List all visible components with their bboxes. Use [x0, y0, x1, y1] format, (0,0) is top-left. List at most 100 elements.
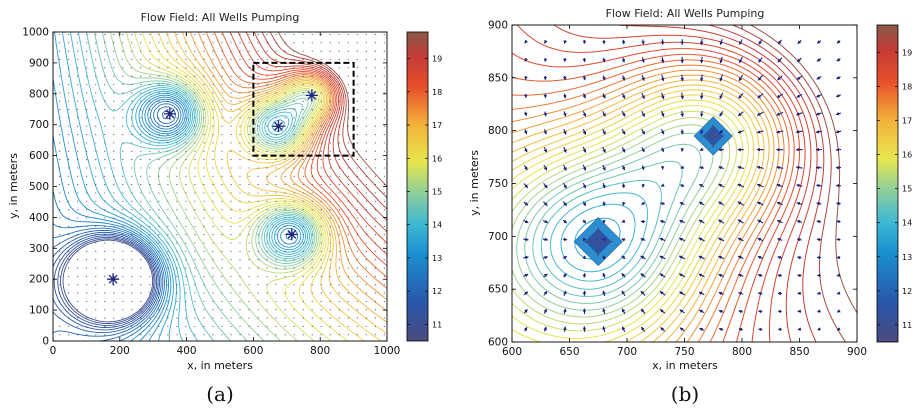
velocity-dot: [140, 134, 142, 136]
velocity-dot: [59, 200, 61, 202]
velocity-dot: [140, 83, 142, 86]
velocity-dot: [68, 109, 70, 111]
velocity-dot: [266, 200, 268, 202]
velocity-dot: [257, 225, 259, 227]
velocity-dot: [221, 83, 223, 86]
velocity-dot: [284, 83, 286, 86]
well-marker: [583, 227, 613, 257]
velocity-dot: [320, 67, 322, 69]
velocity-dot: [194, 217, 196, 219]
velocity-dot: [86, 292, 88, 294]
velocity-dot: [311, 325, 313, 328]
velocity-dot: [302, 234, 304, 236]
velocity-arrow: [756, 183, 764, 188]
velocity-dot: [167, 217, 169, 219]
velocity-dot: [59, 217, 61, 219]
velocity-dot: [212, 192, 214, 194]
velocity-dot: [329, 50, 331, 52]
velocity-dot: [221, 317, 223, 319]
velocity-dot: [212, 109, 214, 111]
velocity-dot: [347, 209, 349, 211]
well-marker: [305, 89, 318, 102]
velocity-dot: [176, 334, 178, 336]
velocity-dot: [149, 67, 151, 69]
colorbar-tick-label: 11: [432, 320, 442, 329]
velocity-dot: [203, 167, 205, 169]
velocity-dot: [203, 83, 205, 86]
velocity-dot: [185, 92, 187, 94]
velocity-dot: [221, 259, 223, 261]
velocity-dot: [104, 159, 106, 161]
velocity-dot: [131, 292, 133, 294]
velocity-dot: [338, 142, 340, 144]
velocity-arrow: [836, 39, 841, 44]
velocity-dot: [140, 42, 142, 44]
velocity-dot: [302, 300, 304, 302]
velocity-dot: [293, 33, 295, 36]
velocity-dot: [149, 325, 151, 328]
y-tick-label: 750: [488, 178, 508, 190]
velocity-dot: [302, 200, 304, 202]
velocity-dot: [158, 200, 160, 202]
velocity-dot: [230, 150, 232, 152]
velocity-dot: [212, 317, 214, 319]
velocity-dot: [86, 42, 88, 44]
velocity-dot: [239, 92, 241, 94]
velocity-dot: [113, 83, 115, 86]
velocity-arrow: [543, 182, 548, 189]
velocity-dot: [95, 134, 97, 136]
y-tick-label: 600: [488, 337, 508, 349]
velocity-dot: [248, 134, 250, 136]
contour-line: [532, 160, 683, 297]
velocity-dot: [176, 242, 178, 244]
velocity-arrow: [835, 111, 842, 116]
velocity-dot: [59, 325, 61, 328]
velocity-dot: [104, 259, 106, 261]
velocity-arrow: [582, 219, 587, 224]
velocity-dot: [131, 334, 133, 336]
velocity-dot: [239, 325, 241, 328]
velocity-dot: [149, 275, 151, 277]
velocity-dot: [194, 83, 196, 86]
velocity-dot: [185, 50, 187, 52]
velocity-dot: [167, 33, 169, 36]
velocity-dot: [284, 309, 286, 311]
velocity-dot: [338, 117, 340, 119]
velocity-dot: [131, 192, 133, 194]
velocity-dot: [194, 175, 196, 177]
velocity-dot: [176, 50, 178, 52]
velocity-dot: [248, 50, 250, 52]
velocity-dot: [374, 250, 376, 252]
contour-line: [53, 233, 159, 331]
velocity-dot: [329, 259, 331, 261]
contour-line: [53, 78, 302, 341]
velocity-arrow: [523, 237, 529, 242]
velocity-dot: [113, 42, 115, 44]
velocity-arrow: [698, 255, 705, 260]
velocity-dot: [167, 300, 169, 302]
velocity-dot: [158, 225, 160, 227]
velocity-dot: [230, 217, 232, 219]
velocity-dot: [374, 259, 376, 261]
velocity-arrow: [756, 165, 764, 170]
velocity-dot: [329, 117, 331, 119]
velocity-dot: [275, 117, 277, 119]
velocity-arrow: [602, 272, 606, 278]
velocity-dot: [140, 292, 142, 294]
velocity-arrow: [602, 255, 607, 260]
velocity-dot: [293, 292, 295, 294]
velocity-dot: [77, 284, 79, 286]
velocity-dot: [293, 50, 295, 52]
velocity-dot: [149, 250, 151, 252]
velocity-dot: [329, 284, 331, 286]
velocity-dot: [239, 175, 241, 177]
velocity-dot: [68, 184, 70, 186]
velocity-arrow: [602, 146, 606, 153]
panel-a-frame: [52, 31, 388, 342]
velocity-dot: [275, 284, 277, 286]
velocity-dot: [77, 150, 79, 152]
velocity-dot: [311, 83, 313, 86]
velocity-arrow: [796, 201, 803, 206]
velocity-dot: [176, 42, 178, 44]
velocity-dot: [356, 225, 358, 227]
